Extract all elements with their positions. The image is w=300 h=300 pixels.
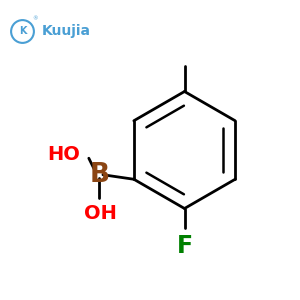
Text: ®: ® <box>33 16 38 21</box>
Text: Kuujia: Kuujia <box>41 25 90 38</box>
Text: K: K <box>19 26 26 37</box>
Text: HO: HO <box>47 145 80 164</box>
Text: OH: OH <box>84 203 117 223</box>
Text: F: F <box>176 234 193 258</box>
Text: B: B <box>89 162 110 188</box>
